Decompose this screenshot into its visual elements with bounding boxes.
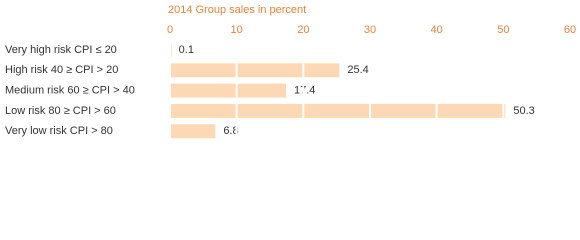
x-tick-label: 20 <box>297 24 309 36</box>
x-tick-label: 0 <box>167 24 173 36</box>
x-tick-label: 60 <box>564 24 576 36</box>
category-label: Very high risk CPI ≤ 20 <box>5 44 117 56</box>
value-label: 25.4 <box>347 64 368 76</box>
value-label: 17.4 <box>294 85 315 97</box>
chart-title: 2014 Group sales in percent <box>168 4 306 16</box>
value-label: 50.3 <box>513 105 534 117</box>
x-tick-label: 10 <box>231 24 243 36</box>
category-label: Very low risk CPI > 80 <box>5 125 113 137</box>
x-tick-label: 40 <box>431 24 443 36</box>
category-label: High risk 40 ≥ CPI > 20 <box>5 64 118 76</box>
category-label: Low risk 80 ≥ CPI > 60 <box>5 105 116 117</box>
bar <box>170 103 506 118</box>
category-label: Medium risk 60 ≥ CPI > 40 <box>5 85 135 97</box>
chart: 2014 Group sales in percent Very high ri… <box>5 4 576 141</box>
bar <box>170 124 216 139</box>
bar <box>170 83 286 98</box>
x-tick-label: 30 <box>364 24 376 36</box>
value-label: 0.1 <box>179 44 194 56</box>
x-tick-label: 50 <box>497 24 509 36</box>
value-label: 6.8 <box>223 125 238 137</box>
bar <box>170 63 340 78</box>
